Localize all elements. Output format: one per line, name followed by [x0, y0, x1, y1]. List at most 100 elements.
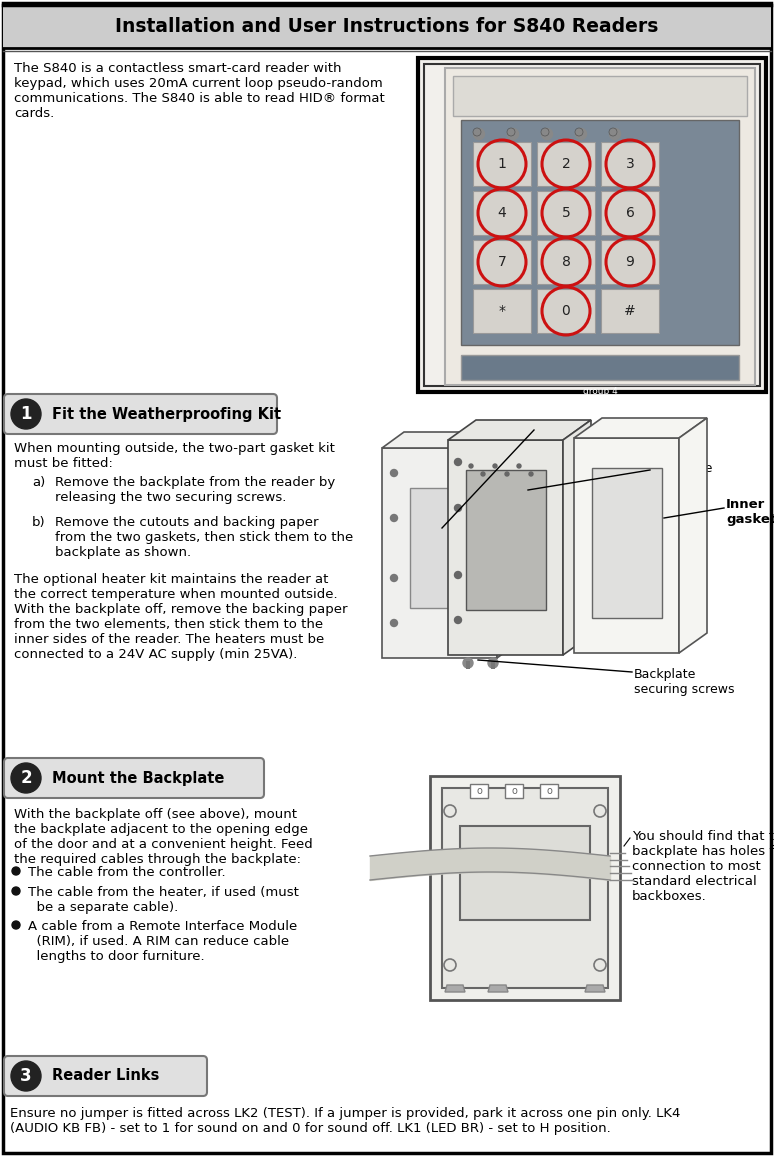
Bar	[473, 289, 531, 333]
Circle shape	[11, 763, 41, 793]
Bar	[470, 784, 488, 798]
Circle shape	[576, 128, 587, 140]
Text: Remove the cutouts and backing paper
from the two gaskets, then stick them to th: Remove the cutouts and backing paper fro…	[55, 516, 353, 560]
Polygon shape	[448, 420, 591, 440]
Circle shape	[11, 1061, 41, 1091]
Text: 7: 7	[498, 255, 506, 269]
Bar	[442, 788, 608, 988]
Bar	[473, 142, 531, 186]
Polygon shape	[679, 418, 707, 653]
Bar	[601, 191, 659, 235]
Bar	[424, 64, 760, 386]
Text: Backplate: Backplate	[651, 462, 714, 475]
Circle shape	[454, 616, 461, 623]
Circle shape	[12, 887, 20, 895]
Circle shape	[454, 571, 461, 578]
Text: 6: 6	[625, 206, 635, 220]
Text: 9: 9	[625, 255, 635, 269]
Polygon shape	[445, 985, 465, 992]
Text: When mounting outside, the two-part gasket kit
must be fitted:: When mounting outside, the two-part gask…	[14, 442, 335, 470]
Bar	[3, 5, 771, 49]
Text: 2: 2	[20, 769, 32, 787]
Circle shape	[505, 472, 509, 476]
Circle shape	[454, 504, 461, 511]
Bar	[601, 240, 659, 284]
Bar	[430, 776, 620, 1000]
Text: 1: 1	[498, 157, 506, 171]
Circle shape	[454, 459, 461, 466]
Polygon shape	[497, 432, 519, 658]
Text: With the backplate off (see above), mount
the backplate adjacent to the opening : With the backplate off (see above), moun…	[14, 808, 313, 866]
Bar	[466, 470, 546, 610]
Circle shape	[391, 575, 398, 581]
Text: o: o	[546, 786, 552, 796]
FancyBboxPatch shape	[4, 758, 264, 798]
Bar	[418, 58, 766, 392]
Text: 2: 2	[562, 157, 570, 171]
Bar	[461, 120, 739, 344]
FancyBboxPatch shape	[4, 1055, 207, 1096]
Circle shape	[12, 867, 20, 875]
Text: 1: 1	[20, 405, 32, 423]
Circle shape	[488, 658, 498, 668]
Text: You should find that the
backplate has holes for
connection to most
standard ele: You should find that the backplate has h…	[632, 830, 774, 903]
Text: 8: 8	[562, 255, 570, 269]
Polygon shape	[574, 418, 707, 438]
Polygon shape	[448, 440, 563, 655]
Bar	[537, 289, 595, 333]
Polygon shape	[382, 449, 497, 658]
Bar	[410, 488, 480, 608]
Bar	[537, 142, 595, 186]
Text: group 4: group 4	[583, 387, 618, 397]
Text: Backplate
securing screws: Backplate securing screws	[634, 668, 735, 696]
Polygon shape	[574, 438, 679, 653]
Text: 0: 0	[562, 304, 570, 318]
Circle shape	[12, 921, 20, 929]
Polygon shape	[382, 432, 519, 449]
Bar	[460, 827, 590, 920]
Text: The optional heater kit maintains the reader at
the correct temperature when mou: The optional heater kit maintains the re…	[14, 573, 348, 661]
Text: b): b)	[32, 516, 46, 529]
Bar	[453, 76, 747, 116]
Text: 3: 3	[625, 157, 635, 171]
Text: o: o	[511, 786, 517, 796]
Polygon shape	[585, 985, 605, 992]
Text: The cable from the controller.: The cable from the controller.	[28, 866, 226, 879]
Polygon shape	[488, 985, 508, 992]
FancyBboxPatch shape	[4, 394, 277, 434]
Text: Fit the Weatherproofing Kit: Fit the Weatherproofing Kit	[52, 407, 281, 422]
Text: Remove the backplate from the reader by
releasing the two securing screws.: Remove the backplate from the reader by …	[55, 476, 335, 504]
Text: Ensure no jumper is fitted across LK2 (TEST). If a jumper is provided, park it a: Ensure no jumper is fitted across LK2 (T…	[10, 1107, 680, 1135]
Text: 4: 4	[498, 206, 506, 220]
Bar	[540, 784, 558, 798]
Circle shape	[542, 128, 553, 140]
Text: 5: 5	[562, 206, 570, 220]
Bar	[466, 661, 470, 669]
Circle shape	[11, 399, 41, 429]
Circle shape	[391, 469, 398, 476]
Circle shape	[493, 464, 497, 468]
Bar	[592, 468, 662, 618]
Circle shape	[517, 464, 521, 468]
Circle shape	[529, 472, 533, 476]
Text: Outer gasket: Outer gasket	[536, 422, 617, 435]
Circle shape	[481, 472, 485, 476]
Text: *: *	[498, 304, 505, 318]
Bar	[473, 191, 531, 235]
Text: a): a)	[32, 476, 45, 489]
Bar	[491, 661, 495, 669]
Circle shape	[469, 464, 473, 468]
Bar	[461, 355, 739, 380]
Text: The cable from the heater, if used (must
  be a separate cable).: The cable from the heater, if used (must…	[28, 885, 299, 914]
Bar	[505, 784, 523, 798]
Bar	[601, 289, 659, 333]
Circle shape	[463, 658, 473, 668]
Circle shape	[508, 128, 519, 140]
Text: Mount the Backplate: Mount the Backplate	[52, 771, 224, 785]
Text: A cable from a Remote Interface Module
  (RIM), if used. A RIM can reduce cable
: A cable from a Remote Interface Module (…	[28, 920, 297, 963]
Bar	[537, 191, 595, 235]
Bar	[473, 240, 531, 284]
Text: o: o	[476, 786, 482, 796]
Text: The S840 is a contactless smart-card reader with
keypad, which uses 20mA current: The S840 is a contactless smart-card rea…	[14, 62, 385, 120]
Text: 3: 3	[20, 1067, 32, 1085]
